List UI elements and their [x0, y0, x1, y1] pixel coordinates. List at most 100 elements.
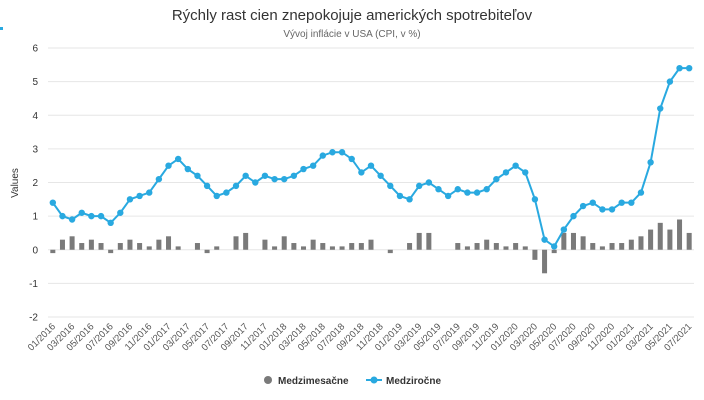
line-point[interactable]: [685, 64, 693, 72]
line-point[interactable]: [281, 175, 288, 183]
line-point[interactable]: [146, 189, 153, 196]
line-point[interactable]: [618, 199, 625, 206]
bar[interactable]: [117, 243, 123, 250]
bar[interactable]: [127, 239, 133, 250]
bar[interactable]: [243, 232, 249, 250]
bar[interactable]: [156, 239, 162, 250]
line-point[interactable]: [78, 209, 85, 216]
line-point[interactable]: [300, 165, 307, 173]
line-point[interactable]: [502, 169, 510, 176]
line-point[interactable]: [358, 169, 365, 176]
line-point[interactable]: [68, 216, 76, 223]
line-point[interactable]: [252, 179, 259, 186]
bar[interactable]: [146, 246, 152, 250]
line-point[interactable]: [165, 162, 172, 169]
line-point[interactable]: [329, 149, 336, 156]
line-point[interactable]: [531, 196, 539, 203]
bar[interactable]: [329, 246, 335, 250]
line-point[interactable]: [136, 192, 143, 200]
line-point[interactable]: [387, 182, 394, 190]
bar[interactable]: [657, 222, 663, 250]
line-point[interactable]: [213, 192, 220, 200]
legend-item-line[interactable]: Medziročne: [366, 376, 441, 387]
line-point[interactable]: [88, 212, 95, 220]
bar[interactable]: [648, 229, 654, 250]
bar[interactable]: [667, 229, 673, 250]
line-point[interactable]: [541, 236, 548, 243]
line-point[interactable]: [107, 219, 114, 227]
bar[interactable]: [320, 243, 326, 250]
bar[interactable]: [628, 239, 634, 250]
bar[interactable]: [233, 236, 239, 250]
bar[interactable]: [686, 232, 692, 250]
bar[interactable]: [407, 243, 413, 250]
line-point[interactable]: [444, 192, 452, 200]
bar[interactable]: [358, 243, 364, 250]
bar[interactable]: [301, 246, 307, 250]
line-point[interactable]: [406, 196, 413, 203]
line-point[interactable]: [570, 212, 577, 220]
bar[interactable]: [561, 232, 567, 250]
line-point[interactable]: [493, 175, 500, 183]
bar[interactable]: [416, 232, 422, 250]
line-point[interactable]: [647, 159, 654, 166]
line-point[interactable]: [203, 182, 211, 190]
bar[interactable]: [349, 243, 355, 250]
bar[interactable]: [108, 249, 114, 254]
line-point[interactable]: [184, 165, 192, 173]
bar[interactable]: [204, 249, 210, 254]
line-point[interactable]: [560, 226, 568, 233]
line-point[interactable]: [396, 192, 404, 200]
line-point[interactable]: [271, 175, 278, 183]
line-point[interactable]: [377, 172, 384, 179]
line-point[interactable]: [126, 196, 134, 203]
bar[interactable]: [677, 219, 683, 250]
line-point[interactable]: [319, 152, 326, 159]
line-point[interactable]: [174, 155, 182, 163]
bar[interactable]: [638, 236, 644, 250]
bar[interactable]: [194, 243, 200, 250]
line-point[interactable]: [464, 189, 471, 196]
line-point[interactable]: [242, 172, 249, 179]
bar[interactable]: [69, 236, 75, 250]
bar[interactable]: [310, 239, 316, 250]
line-point[interactable]: [628, 199, 635, 206]
line-point[interactable]: [290, 172, 298, 179]
line-point[interactable]: [117, 209, 124, 216]
bar[interactable]: [166, 236, 172, 250]
line-point[interactable]: [666, 78, 674, 85]
line-point[interactable]: [59, 212, 66, 220]
bar[interactable]: [455, 243, 461, 250]
bar[interactable]: [426, 232, 432, 250]
line-point[interactable]: [473, 189, 481, 196]
line-point[interactable]: [522, 169, 529, 176]
line-point[interactable]: [261, 172, 269, 179]
line-point[interactable]: [309, 162, 317, 169]
line-point[interactable]: [338, 149, 346, 156]
line-point[interactable]: [599, 206, 606, 213]
line-point[interactable]: [637, 189, 645, 196]
line-point[interactable]: [512, 162, 519, 169]
line-point[interactable]: [657, 105, 664, 112]
bar[interactable]: [137, 243, 143, 250]
line-point[interactable]: [49, 199, 57, 206]
bar[interactable]: [599, 246, 605, 250]
bar[interactable]: [368, 239, 374, 250]
bar[interactable]: [551, 249, 557, 254]
line-point[interactable]: [608, 206, 616, 213]
line-point[interactable]: [454, 186, 461, 193]
line-point[interactable]: [348, 155, 355, 163]
line-point[interactable]: [483, 186, 490, 193]
bar[interactable]: [619, 243, 625, 250]
line-point[interactable]: [194, 172, 201, 179]
line-point[interactable]: [579, 202, 587, 210]
bar[interactable]: [522, 246, 528, 250]
bar[interactable]: [291, 243, 297, 250]
bar[interactable]: [79, 243, 85, 250]
bar[interactable]: [464, 246, 470, 250]
line-point[interactable]: [223, 189, 230, 196]
line-point[interactable]: [435, 186, 442, 193]
bar[interactable]: [281, 236, 287, 250]
bar[interactable]: [50, 249, 56, 254]
bar[interactable]: [272, 246, 278, 250]
